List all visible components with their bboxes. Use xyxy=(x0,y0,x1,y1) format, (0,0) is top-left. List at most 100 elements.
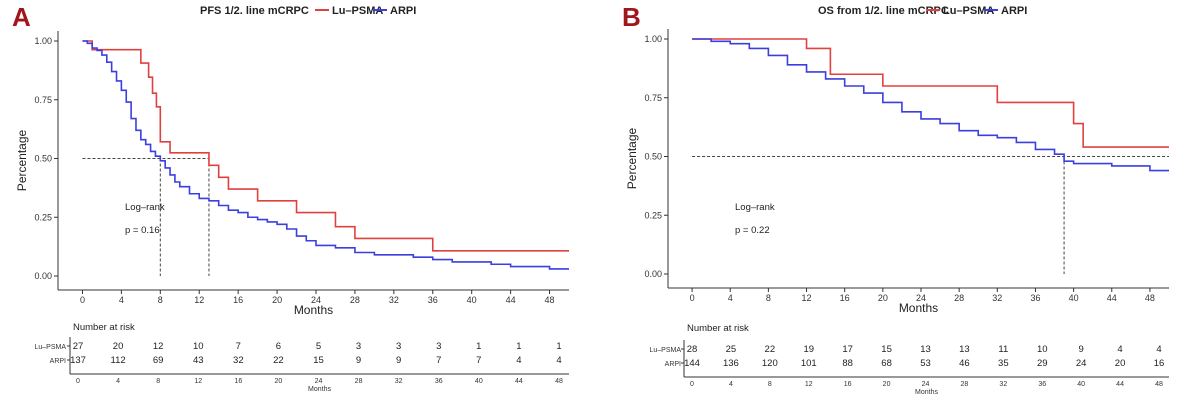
risk-value: 16 xyxy=(1154,358,1165,369)
legend-label-arpi: ARPI xyxy=(1001,5,1027,17)
risk-value: 46 xyxy=(959,358,970,369)
risk-x-tick-label: 8 xyxy=(768,381,772,388)
risk-value: 1 xyxy=(556,341,561,352)
logrank-label: Log–rank xyxy=(735,202,775,213)
risk-x-tick-label: 36 xyxy=(435,378,443,385)
risk-value: 20 xyxy=(113,341,124,352)
risk-row-label-lu-psma: Lu–PSMA xyxy=(34,344,66,351)
risk-value: 101 xyxy=(801,358,817,369)
y-tick-label: 1.00 xyxy=(34,36,52,46)
x-tick-label: 4 xyxy=(119,295,124,305)
y-tick-label: 0.00 xyxy=(34,271,52,281)
risk-x-tick-label: 20 xyxy=(275,378,283,385)
x-tick-label: 48 xyxy=(545,295,555,305)
x-tick-label: 44 xyxy=(1107,293,1117,303)
risk-value: 4 xyxy=(1156,344,1161,355)
risk-value: 136 xyxy=(723,358,739,369)
x-tick-label: 16 xyxy=(840,293,850,303)
risk-x-tick-label: 28 xyxy=(961,381,969,388)
km-curve-lu-psma xyxy=(692,38,1169,148)
x-tick-label: 24 xyxy=(311,295,321,305)
risk-value: 20 xyxy=(1115,358,1126,369)
risk-row-label-lu-psma: Lu–PSMA xyxy=(649,347,681,354)
risk-value: 32 xyxy=(233,355,244,366)
x-tick-label: 48 xyxy=(1145,293,1155,303)
chart-title: PFS 1/2. line mCRPC xyxy=(200,5,309,17)
y-tick-label: 0.00 xyxy=(644,269,662,279)
risk-x-tick-label: 48 xyxy=(555,378,563,385)
y-axis-label: Percentage xyxy=(15,129,29,191)
risk-x-tick-label: 32 xyxy=(395,378,403,385)
risk-x-tick-label: 48 xyxy=(1155,381,1163,388)
risk-x-tick-label: 44 xyxy=(1116,381,1124,388)
p-value-label: p = 0.22 xyxy=(735,225,770,236)
risk-value: 13 xyxy=(959,344,970,355)
panel-letter: B xyxy=(622,2,641,32)
risk-x-tick-label: 0 xyxy=(76,378,80,385)
logrank-label: Log–rank xyxy=(125,202,165,213)
y-tick-label: 0.50 xyxy=(34,154,52,164)
risk-value: 9 xyxy=(1079,344,1084,355)
risk-x-tick-label: 8 xyxy=(156,378,160,385)
x-tick-label: 4 xyxy=(728,293,733,303)
km-curve-lu-psma xyxy=(82,40,569,252)
risk-table-title: Number at risk xyxy=(687,323,749,334)
chart-title: OS from 1/2. line mCRPC xyxy=(818,5,949,17)
risk-value: 29 xyxy=(1037,358,1048,369)
risk-value: 24 xyxy=(1076,358,1087,369)
x-tick-label: 8 xyxy=(766,293,771,303)
y-axis-label: Percentage xyxy=(625,127,639,189)
risk-value: 1 xyxy=(516,341,521,352)
risk-x-axis-label: Months xyxy=(308,386,331,393)
risk-x-tick-label: 44 xyxy=(515,378,523,385)
legend-label-lu-psma: Lu–PSMA xyxy=(332,5,383,17)
risk-x-tick-label: 12 xyxy=(805,381,813,388)
risk-value: 120 xyxy=(762,358,778,369)
risk-value: 3 xyxy=(396,341,401,352)
risk-value: 137 xyxy=(70,355,86,366)
risk-table-title: Number at risk xyxy=(73,322,135,333)
x-tick-label: 16 xyxy=(233,295,243,305)
x-tick-label: 40 xyxy=(1069,293,1079,303)
risk-value: 5 xyxy=(316,341,321,352)
risk-x-tick-label: 28 xyxy=(355,378,363,385)
risk-x-tick-label: 24 xyxy=(315,378,323,385)
x-tick-label: 20 xyxy=(272,295,282,305)
x-tick-label: 12 xyxy=(194,295,204,305)
risk-value: 19 xyxy=(803,344,814,355)
risk-value: 25 xyxy=(726,344,737,355)
risk-value: 88 xyxy=(842,358,853,369)
legend-label-lu-psma: Lu–PSMA xyxy=(943,5,994,17)
x-tick-label: 32 xyxy=(389,295,399,305)
risk-x-tick-label: 16 xyxy=(844,381,852,388)
y-tick-label: 0.75 xyxy=(34,95,52,105)
x-tick-label: 8 xyxy=(158,295,163,305)
risk-x-tick-label: 36 xyxy=(1038,381,1046,388)
x-tick-label: 28 xyxy=(350,295,360,305)
y-tick-label: 0.25 xyxy=(34,212,52,222)
risk-row-label-arpi: ARPI xyxy=(665,361,681,368)
risk-value: 15 xyxy=(881,344,892,355)
risk-value: 4 xyxy=(1117,344,1122,355)
risk-value: 69 xyxy=(153,355,164,366)
x-tick-label: 44 xyxy=(506,295,516,305)
y-tick-label: 1.00 xyxy=(644,34,662,44)
x-tick-label: 40 xyxy=(467,295,477,305)
x-tick-label: 12 xyxy=(802,293,812,303)
risk-value: 9 xyxy=(356,355,361,366)
x-tick-label: 36 xyxy=(1030,293,1040,303)
x-tick-label: 0 xyxy=(690,293,695,303)
risk-value: 10 xyxy=(193,341,204,352)
x-axis-label: Months xyxy=(899,301,938,315)
x-tick-label: 0 xyxy=(80,295,85,305)
risk-row-label-arpi: ARPI xyxy=(50,358,66,365)
risk-value: 7 xyxy=(476,355,481,366)
risk-value: 53 xyxy=(920,358,931,369)
risk-value: 1 xyxy=(476,341,481,352)
risk-value: 15 xyxy=(313,355,324,366)
risk-x-tick-label: 24 xyxy=(922,381,930,388)
risk-x-tick-label: 12 xyxy=(194,378,202,385)
